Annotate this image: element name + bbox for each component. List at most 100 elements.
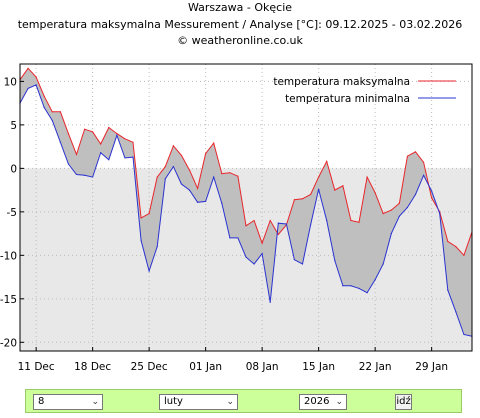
data-point-min [301, 263, 304, 265]
x-tick-label: 01 Jan [189, 361, 222, 373]
data-point-min [398, 215, 400, 217]
data-point-min [229, 237, 231, 239]
data-point-max [374, 192, 376, 194]
y-tick-label: -5 [7, 207, 17, 219]
data-point-min [164, 178, 166, 180]
source-credit: © weatheronline.co.uk [177, 34, 303, 47]
data-point-min [92, 176, 94, 178]
data-point-max [213, 142, 215, 144]
data-point-min [326, 219, 328, 222]
data-point-min [75, 173, 78, 176]
data-point-min [447, 289, 449, 291]
data-point-max [67, 132, 70, 135]
data-point-min [148, 270, 150, 272]
data-point-min [439, 212, 441, 215]
data-point-max [35, 76, 37, 78]
chevron-down-icon: ⌄ [91, 397, 99, 407]
data-point-max [83, 128, 86, 130]
data-point-min [309, 224, 312, 226]
data-point-min [422, 174, 425, 176]
data-point-max [326, 160, 328, 163]
data-point-min [358, 287, 360, 289]
data-point-max [463, 254, 465, 256]
data-point-min [463, 333, 465, 336]
y-tick-label: 0 [10, 163, 17, 175]
day-value: 8 [38, 396, 45, 407]
data-point-max [229, 172, 231, 174]
data-point-max [116, 132, 118, 135]
data-point-max [148, 212, 150, 215]
data-point-max [140, 217, 142, 219]
year-select[interactable]: 2026 ⌄ [299, 394, 347, 410]
data-point-min [245, 256, 247, 258]
data-point-max [342, 185, 344, 187]
day-select[interactable]: 8 ⌄ [33, 394, 103, 410]
data-point-min [140, 239, 142, 242]
data-point-max [431, 197, 433, 199]
month-select[interactable]: luty ⌄ [159, 394, 238, 410]
data-point-min [390, 232, 392, 235]
y-tick-label: -10 [0, 250, 17, 262]
data-point-min [172, 166, 174, 168]
x-tick-label: 15 Jan [302, 361, 335, 373]
data-point-max [132, 141, 134, 143]
below-zero-band [20, 168, 472, 351]
data-point-max [43, 95, 45, 97]
data-point-max [293, 199, 296, 201]
date-control-bar: 8 ⌄ luty ⌄ 2026 ⌄ idź [25, 389, 462, 413]
data-point-min [59, 141, 61, 143]
data-point-max [398, 202, 400, 204]
data-point-min [342, 285, 344, 287]
data-point-min [35, 84, 37, 86]
data-point-max [172, 145, 174, 147]
data-point-min [156, 246, 158, 248]
data-point-min [221, 202, 223, 204]
x-tick-label: 22 Jan [359, 361, 392, 373]
data-point-max [269, 219, 271, 222]
legend-label-max: temperatura maksymalna [273, 76, 410, 88]
data-point-min [116, 134, 118, 136]
data-point-max [180, 154, 183, 156]
go-button[interactable]: idź [395, 394, 412, 410]
data-point-max [164, 166, 166, 168]
data-point-max [51, 111, 53, 113]
x-tick-label: 18 Dec [74, 361, 111, 373]
data-point-max [205, 152, 207, 155]
data-point-max [100, 143, 102, 145]
data-point-min [213, 176, 215, 178]
legend-label-min: temperatura minimalna [285, 93, 410, 105]
data-point-max [124, 138, 126, 140]
x-tick-label: 11 Dec [18, 361, 55, 373]
data-point-max [447, 240, 449, 243]
y-tick-label: 5 [10, 120, 17, 132]
legend: temperatura maksymalna temperatura minim… [273, 76, 456, 105]
data-point-max [188, 169, 191, 171]
data-point-min [406, 206, 409, 209]
data-point-max [382, 212, 384, 215]
data-point-min [366, 292, 368, 294]
data-point-max [350, 219, 352, 222]
data-point-max [390, 209, 392, 211]
data-point-min [205, 200, 207, 203]
data-point-max [414, 151, 417, 153]
data-point-max [108, 126, 110, 129]
y-tick-label: -20 [0, 337, 17, 349]
data-point-max [59, 111, 61, 113]
data-point-min [83, 174, 86, 176]
data-point-min [188, 189, 191, 191]
data-point-min [374, 279, 376, 281]
data-point-min [51, 119, 53, 122]
x-tick-label: 25 Dec [131, 361, 168, 373]
y-tick-label: -15 [0, 294, 17, 306]
data-point-min [277, 222, 279, 224]
range-fill-layer [20, 68, 472, 337]
data-point-max [221, 172, 223, 175]
station-title: Warszawa - Okęcie [187, 1, 293, 14]
data-point-max [75, 153, 78, 156]
data-point-min [382, 263, 384, 265]
data-point-min [334, 259, 336, 262]
data-point-min [67, 163, 70, 165]
chart-subtitle: temperatura maksymalna Messurement / Ana… [17, 18, 463, 31]
data-point-min [431, 190, 433, 192]
